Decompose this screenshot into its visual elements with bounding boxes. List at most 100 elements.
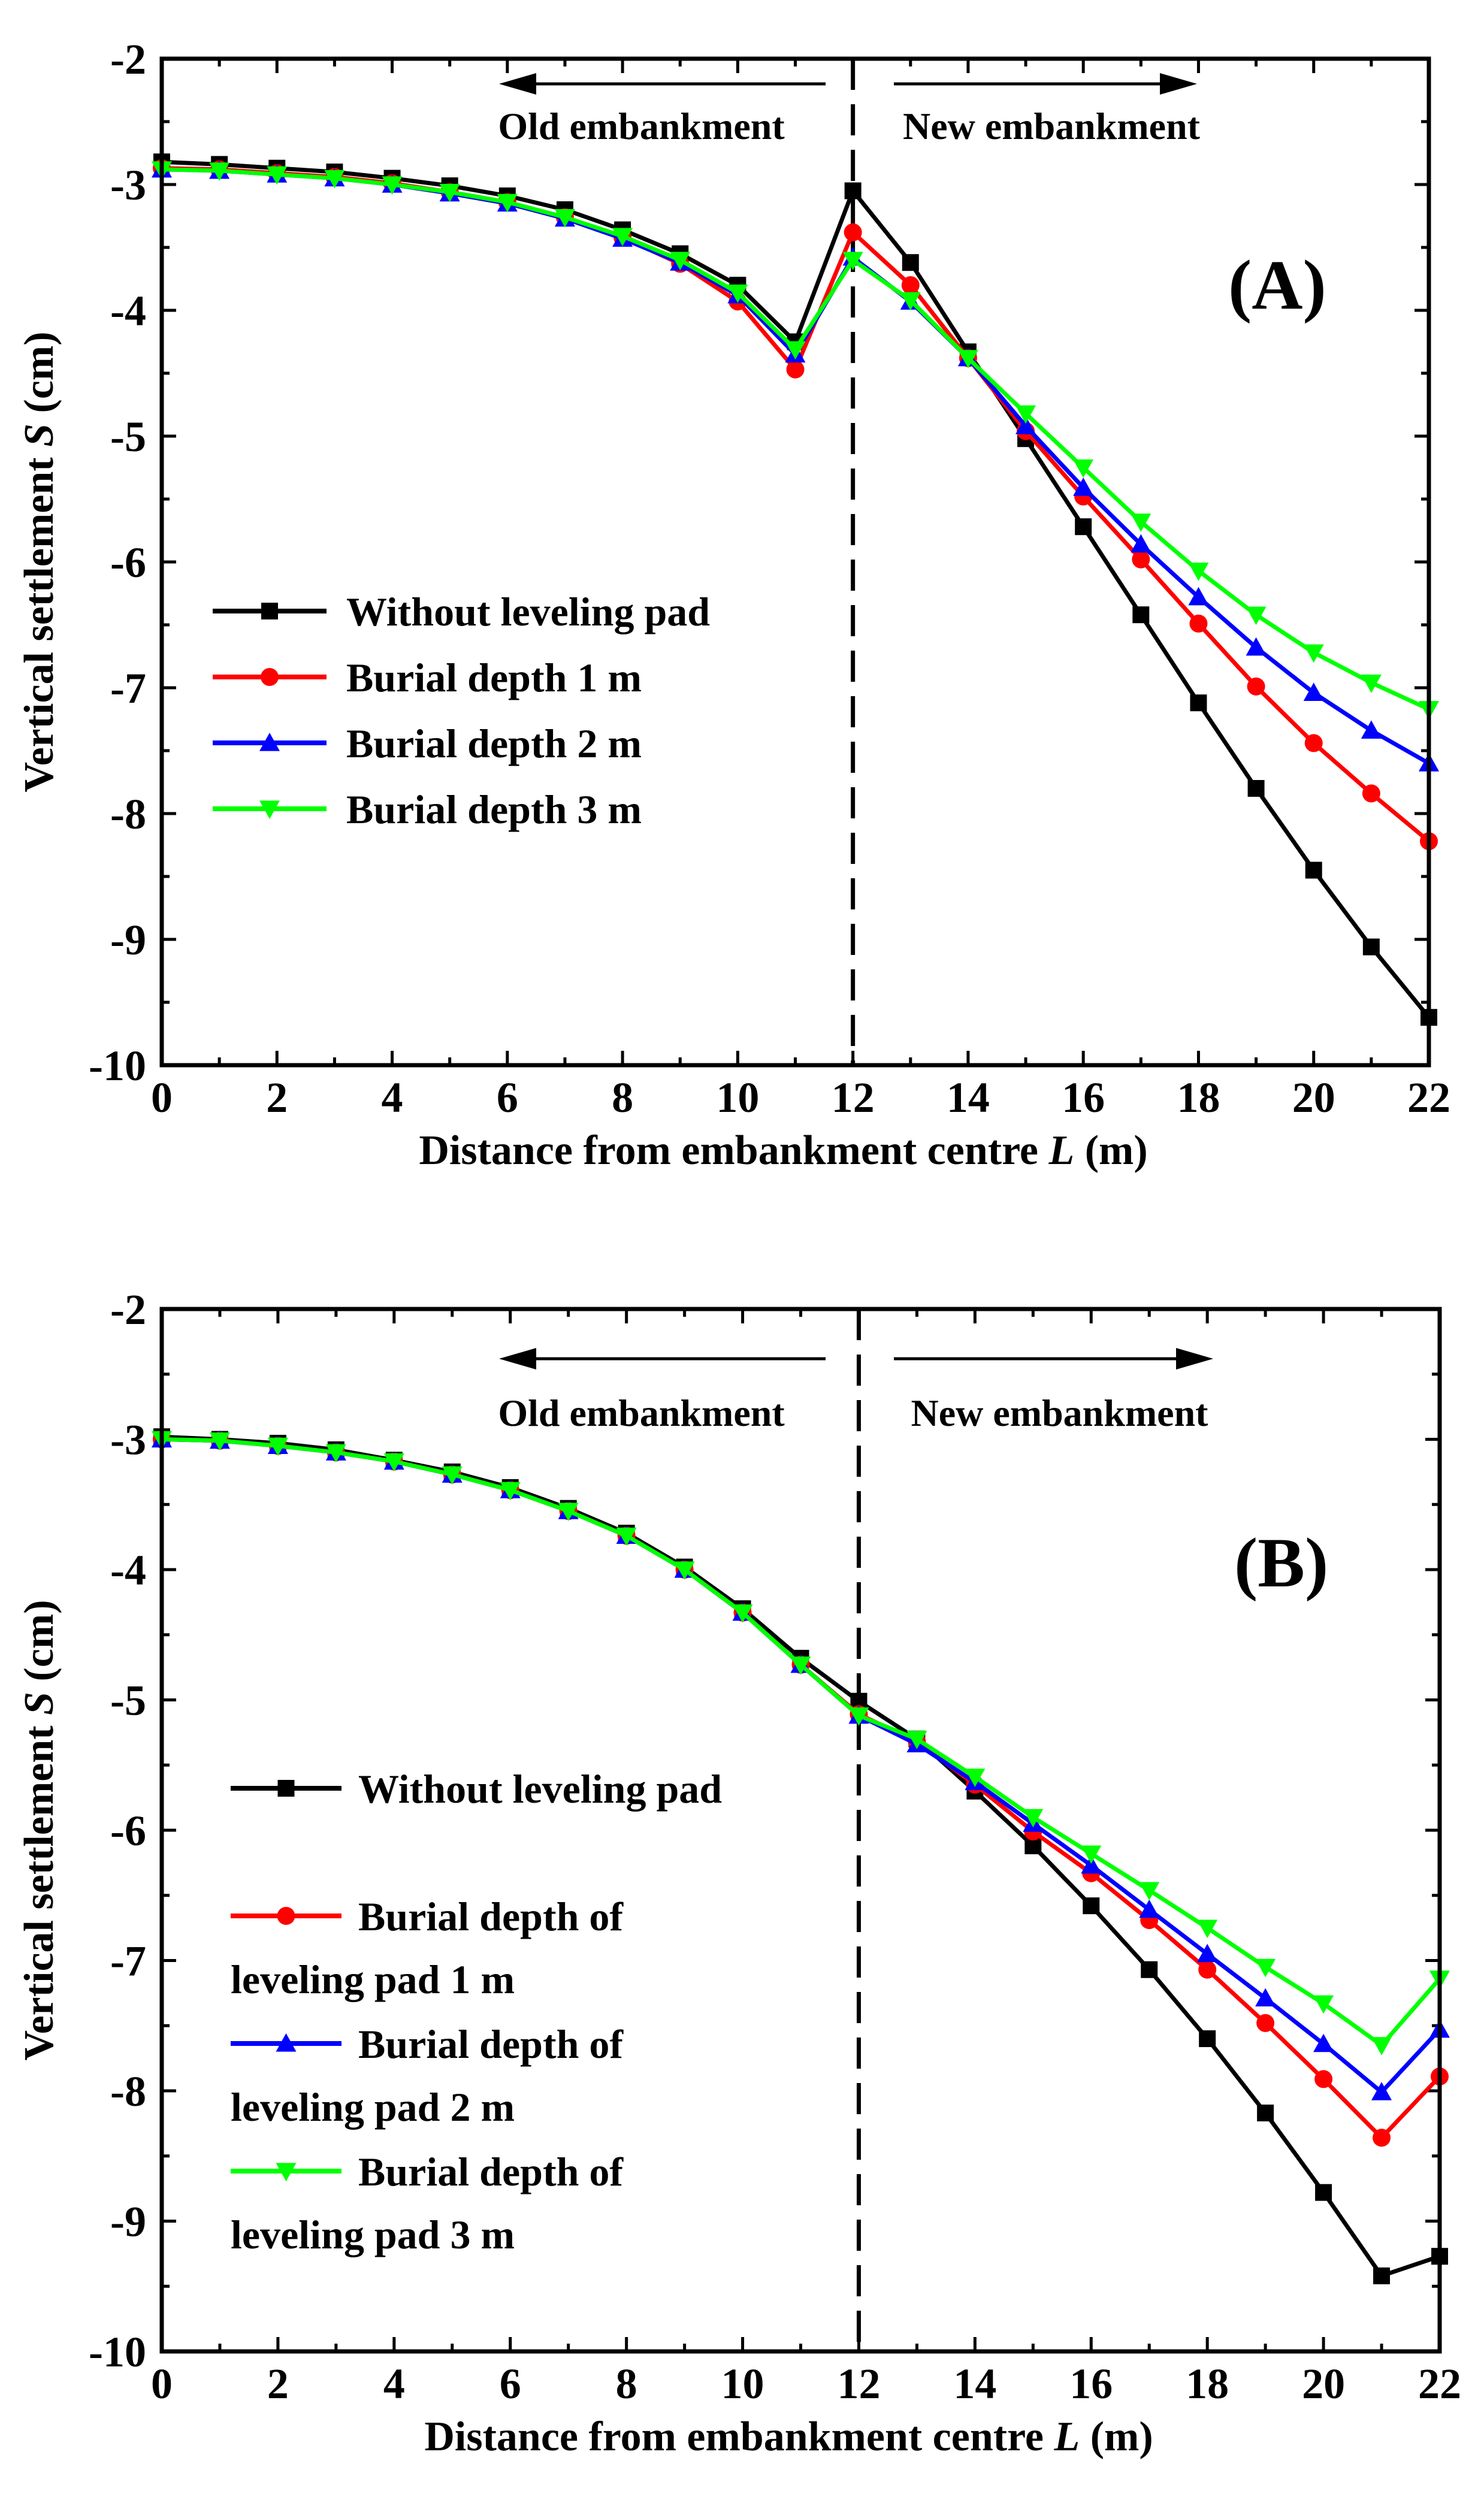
legend-label: Burial depth of — [358, 2149, 624, 2194]
x-tick-label: 2 — [266, 1074, 288, 1121]
data-point — [1371, 2082, 1392, 2100]
data-point — [1361, 720, 1382, 739]
data-point — [965, 1769, 986, 1787]
y-tick-label: -2 — [110, 35, 146, 83]
panel-label: (A) — [1228, 246, 1326, 324]
data-point — [1256, 2014, 1275, 2032]
x-tick-label: 22 — [1407, 1074, 1450, 1121]
new-embankment-label: New embankment — [903, 105, 1201, 147]
x-tick-label: 4 — [383, 2360, 405, 2408]
data-point — [901, 276, 920, 294]
x-tick-label: 12 — [832, 1074, 875, 1121]
y-tick-label: -6 — [110, 539, 146, 587]
x-tick-label: 4 — [382, 1074, 403, 1121]
x-tick-label: 18 — [1186, 2360, 1229, 2408]
legend-item: Without leveling pad — [231, 1766, 722, 1812]
new-embankment-arrow — [894, 73, 1197, 95]
legend-marker — [276, 2033, 297, 2052]
x-tick-label: 14 — [947, 1074, 990, 1121]
data-point — [1131, 534, 1151, 553]
data-point — [1190, 694, 1207, 712]
data-point — [1255, 1988, 1276, 2007]
x-tick-label: 20 — [1292, 1074, 1335, 1121]
plot-frame — [159, 1307, 1442, 2354]
x-tick-label: 8 — [612, 1074, 633, 1121]
panel-label: (B) — [1234, 1523, 1328, 1602]
legend-marker — [276, 2163, 297, 2181]
data-point — [1015, 416, 1036, 434]
data-point — [500, 1482, 521, 1501]
legend-marker — [277, 1780, 295, 1797]
data-point — [848, 1707, 869, 1726]
chart-panel-a: 0 2 4 6 8 10 12 14 16 18 20 22 -2 -3 -4 -5 -6 -7 -8 -9 -10 Ol… — [16, 35, 1450, 1174]
data-point — [497, 194, 518, 213]
data-point — [1315, 2184, 1332, 2201]
x-tick-label: 10 — [721, 2360, 764, 2408]
x-tick-label: 2 — [267, 2360, 289, 2408]
y-tick-label: -6 — [110, 1807, 146, 1855]
data-point — [1247, 780, 1265, 797]
data-point — [1246, 606, 1267, 625]
data-point — [1198, 1960, 1217, 1979]
y-tick-label: -4 — [110, 287, 146, 335]
y-tick-label: -5 — [110, 1677, 146, 1725]
y-tick-label: -2 — [110, 1286, 146, 1334]
data-point — [1073, 459, 1094, 478]
legend-label: Without leveling pad — [358, 1766, 722, 1812]
data-point — [616, 1527, 637, 1546]
data-point — [558, 1503, 579, 1522]
legend-label: Without leveling pad — [346, 589, 710, 634]
legend-item: Burial depth 1 m — [213, 655, 642, 700]
y-tick-label: -10 — [89, 1042, 146, 1090]
x-tick-label: 14 — [953, 2360, 996, 2408]
data-point — [209, 1432, 230, 1451]
x-tick-label: 16 — [1062, 1074, 1105, 1121]
x-tick-label: 20 — [1302, 2360, 1345, 2408]
data-point — [1081, 1845, 1102, 1864]
data-point — [1313, 1995, 1334, 2014]
y-tick-label: -9 — [110, 916, 146, 964]
x-axis-title: Distance from embankment centre L (m) — [424, 2414, 1153, 2460]
y-axis-title: Vertical settlement S (cm) — [16, 331, 62, 792]
y-tick-label: -9 — [110, 2198, 146, 2246]
data-point — [1314, 2070, 1333, 2088]
legend-label: Burial depth 1 m — [346, 655, 642, 700]
series-4 — [152, 161, 1439, 720]
data-point — [439, 184, 460, 202]
data-point — [1073, 477, 1094, 496]
data-point — [844, 182, 862, 199]
x-tick-label: 6 — [497, 1074, 518, 1121]
x-tick-label: 6 — [500, 2360, 521, 2408]
data-point — [1257, 2104, 1274, 2121]
data-point — [1141, 1961, 1158, 1978]
legend: Without leveling pad Burial depth 1 m Buri… — [213, 589, 710, 832]
data-point — [1188, 587, 1209, 606]
x-tick-label: 12 — [837, 2360, 880, 2408]
data-point — [1371, 2037, 1392, 2055]
data-point — [1083, 1897, 1100, 1915]
data-point — [786, 360, 805, 379]
y-tick-label: -7 — [110, 664, 146, 712]
data-point — [1361, 675, 1382, 693]
x-tick-label: 18 — [1177, 1074, 1220, 1121]
data-point — [1303, 644, 1324, 663]
data-point — [900, 292, 921, 311]
data-point — [325, 1444, 346, 1463]
data-point — [1373, 2267, 1391, 2284]
legend-label: Burial depth of — [358, 2021, 624, 2067]
x-tick-label: 0 — [151, 2360, 173, 2408]
old-embankment-arrow — [499, 1348, 826, 1370]
data-point — [842, 252, 863, 270]
legend-label: leveling pad 1 m — [231, 1957, 515, 2002]
legend-item: Burial depth of leveling pad 2 m — [231, 2021, 624, 2130]
legend: Without leveling pad Burial depth of level… — [231, 1766, 722, 2257]
data-point — [727, 285, 748, 303]
data-point — [1189, 614, 1208, 633]
y-tick-label: -8 — [110, 2067, 146, 2115]
series-4 — [152, 1431, 1450, 2055]
y-tick-label: -5 — [110, 413, 146, 461]
data-point — [267, 166, 288, 185]
y-tick-label: -10 — [89, 2328, 146, 2376]
legend-item: Burial depth 3 m — [213, 787, 642, 832]
